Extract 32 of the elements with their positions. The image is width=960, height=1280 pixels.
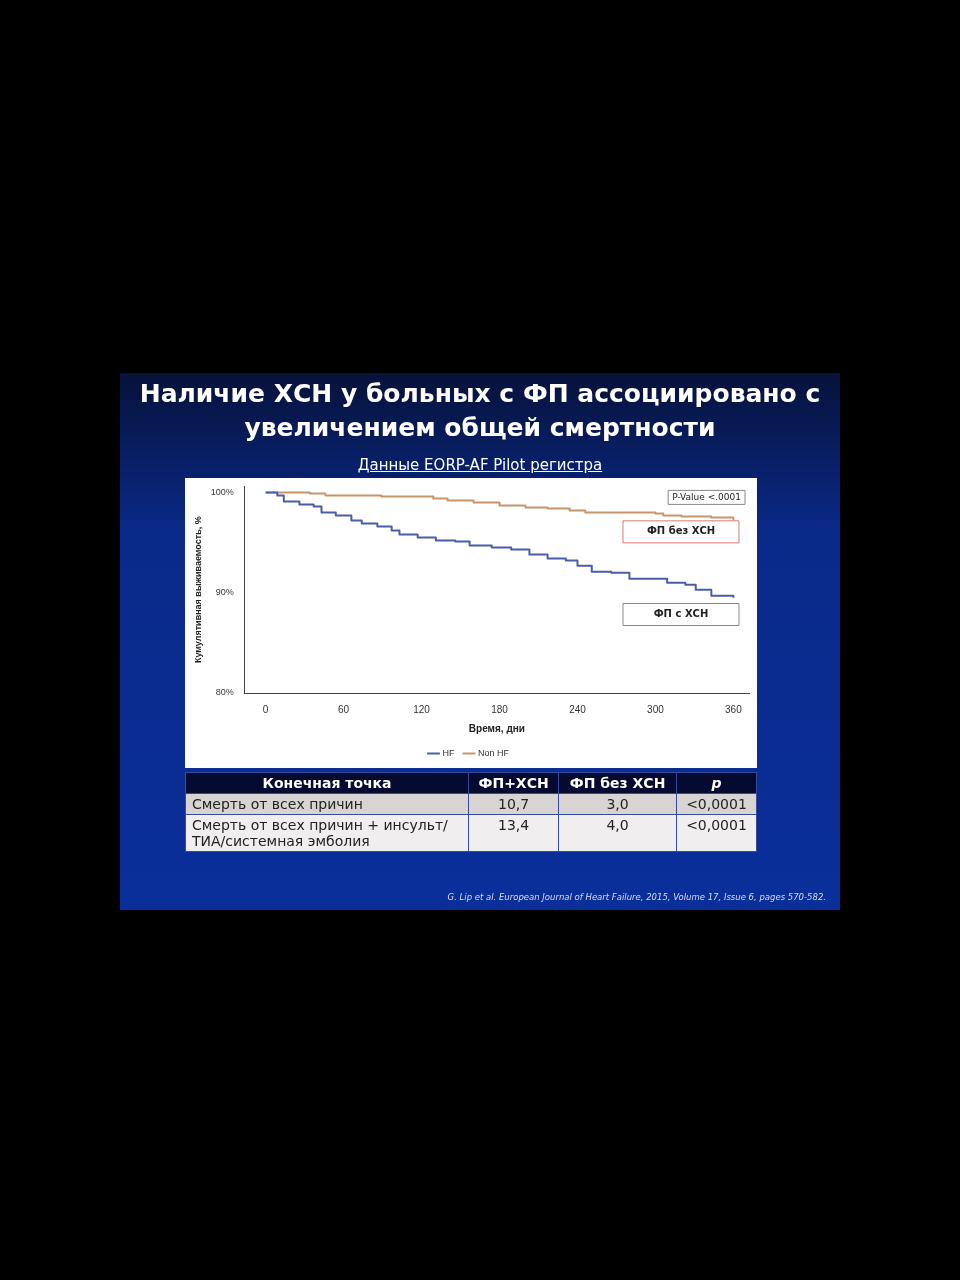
text: G. Lip et al. European Journal of Heart Failure, 2015, Volume 17, Issue 6, pages 570-582. bbox=[447, 892, 826, 902]
text: 4,0 bbox=[558, 814, 677, 852]
y-tick-label: 80% bbox=[215, 687, 234, 698]
annotation: P-Value <.0001 bbox=[672, 491, 742, 502]
text: ФП без ХСН bbox=[558, 772, 677, 794]
legend-label: Non HF bbox=[477, 747, 510, 758]
y-axis-title: Кумулятивная выживаемость, % bbox=[192, 516, 203, 664]
x-axis-title: Время, дни bbox=[468, 722, 525, 734]
y-tick-label: 90% bbox=[215, 587, 234, 598]
x-tick-label: 60 bbox=[338, 703, 350, 715]
x-tick-label: 120 bbox=[413, 703, 431, 715]
y-tick-label: 100% bbox=[210, 486, 234, 497]
text: <0,0001 bbox=[676, 814, 757, 852]
text: 10,7 bbox=[468, 793, 559, 815]
chart-subtitle: Данные EORP-AF Pilot регистра bbox=[356, 456, 604, 474]
x-tick-label: 180 bbox=[491, 703, 509, 715]
text: Конечная точка bbox=[185, 772, 469, 794]
legend-label: HF bbox=[442, 747, 455, 758]
text: Смерть от всех причин bbox=[185, 793, 469, 815]
text: <0,0001 bbox=[676, 793, 757, 815]
annotation: ФП с ХСН bbox=[653, 608, 709, 620]
text: ФП+ХСН bbox=[468, 772, 559, 794]
text: Смерть от всех причин + инсульт/ТИА/системная эмболия bbox=[185, 814, 469, 852]
chart-title: Наличие ХСН у больных с ФП ассоциировано с увеличением общей смертности bbox=[138, 378, 822, 444]
text: 3,0 bbox=[558, 793, 677, 815]
x-tick-label: 240 bbox=[569, 703, 587, 715]
x-tick-label: 0 bbox=[262, 703, 269, 715]
text: 13,4 bbox=[468, 814, 559, 852]
text: p bbox=[676, 772, 757, 794]
x-tick-label: 300 bbox=[647, 703, 665, 715]
x-tick-label: 360 bbox=[725, 703, 743, 715]
annotation: ФП без ХСН bbox=[646, 525, 716, 537]
